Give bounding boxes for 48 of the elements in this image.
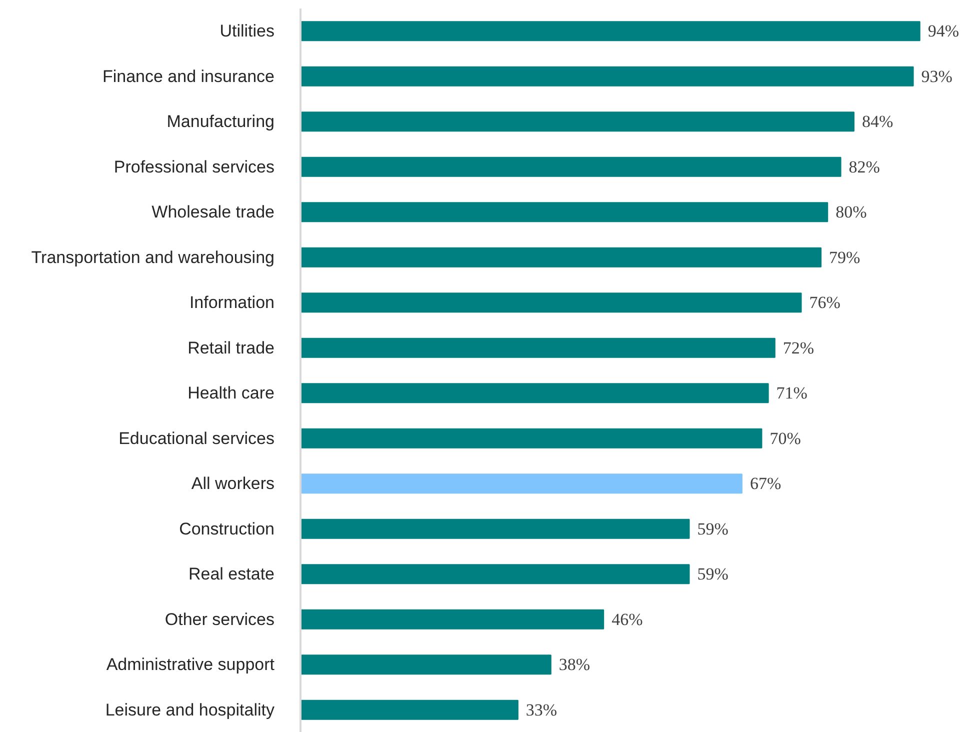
data-label: 70%	[770, 428, 801, 448]
data-label: 76%	[809, 293, 840, 312]
data-label: 82%	[848, 157, 880, 176]
y-tick-label: Information	[189, 293, 275, 312]
bar	[300, 247, 822, 268]
bar	[300, 156, 842, 177]
bar	[300, 564, 690, 584]
bar	[300, 66, 914, 86]
y-tick-label: Other services	[164, 610, 275, 629]
y-tick-label: Administrative support	[106, 655, 275, 674]
y-tick-label: Utilities	[220, 22, 275, 41]
bar	[300, 609, 604, 630]
bar	[300, 654, 552, 675]
y-tick-label: Educational services	[118, 428, 275, 448]
data-label: 38%	[558, 655, 590, 674]
bar	[300, 338, 776, 358]
data-label: 71%	[776, 384, 808, 403]
bar	[300, 292, 802, 313]
y-tick-label: All workers	[191, 474, 274, 494]
bar	[300, 383, 769, 404]
bar	[300, 112, 854, 132]
bar	[300, 428, 762, 448]
data-label: 59%	[697, 564, 728, 584]
data-label: 46%	[612, 610, 643, 629]
y-tick-label: Transportation and warehousing	[31, 248, 275, 267]
y-tick-label: Real estate	[188, 564, 275, 584]
bar	[300, 474, 742, 494]
data-label: 59%	[697, 519, 728, 538]
bar	[300, 21, 920, 42]
data-label: 33%	[526, 700, 558, 720]
data-label: 72%	[782, 338, 814, 358]
bar	[300, 700, 518, 720]
data-label: 80%	[836, 202, 867, 222]
bar	[300, 518, 690, 539]
bar	[300, 202, 828, 222]
y-tick-label: Retail trade	[188, 338, 275, 358]
data-label: 84%	[862, 112, 894, 132]
data-label: 79%	[829, 248, 860, 267]
y-tick-label: Finance and insurance	[102, 66, 275, 86]
data-label: 67%	[750, 474, 782, 494]
data-label: 93%	[921, 66, 952, 86]
y-tick-label: Health care	[188, 384, 275, 403]
y-tick-label: Construction	[179, 519, 275, 538]
y-tick-label: Professional services	[114, 157, 275, 176]
y-tick-label: Wholesale trade	[152, 202, 274, 222]
data-label: 94%	[928, 22, 960, 41]
y-tick-label: Leisure and hospitality	[105, 700, 275, 720]
y-tick-label: Manufacturing	[166, 112, 275, 132]
